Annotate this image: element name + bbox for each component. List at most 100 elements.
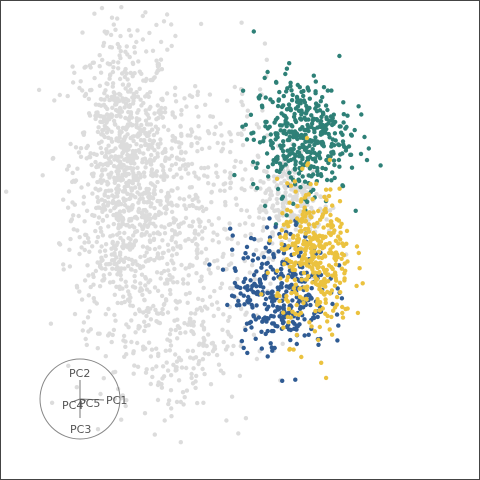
scatter-point — [155, 179, 160, 185]
scatter-point — [261, 254, 267, 260]
scatter-point — [251, 181, 256, 187]
scatter-point — [333, 275, 338, 281]
scatter-point — [302, 285, 307, 290]
scatter-point — [295, 203, 300, 209]
scatter-point — [129, 267, 134, 272]
scatter-point — [116, 91, 122, 97]
scatter-point — [72, 311, 78, 317]
scatter-point — [202, 225, 208, 231]
scatter-point — [162, 418, 167, 423]
scatter-point — [107, 44, 113, 50]
scatter-point — [226, 262, 232, 268]
scatter-point — [309, 260, 314, 265]
scatter-point — [165, 281, 170, 286]
scatter-point — [193, 379, 198, 384]
scatter-point — [196, 206, 202, 211]
scatter-point — [338, 230, 343, 235]
scatter-point — [143, 276, 149, 281]
scatter-point — [82, 130, 87, 135]
scatter-point — [107, 271, 112, 277]
scatter-point — [189, 371, 194, 377]
scatter-point — [117, 76, 123, 82]
scatter-point — [326, 154, 331, 159]
scatter-point — [175, 156, 180, 161]
scatter-point — [132, 285, 138, 290]
scatter-point — [328, 187, 333, 192]
scatter-point — [215, 174, 220, 179]
scatter-point — [79, 245, 84, 250]
scatter-point — [113, 122, 118, 127]
scatter-point — [200, 366, 205, 372]
scatter-point — [255, 256, 261, 261]
scatter-point — [132, 161, 137, 166]
scatter-point — [298, 262, 303, 267]
scatter-point — [78, 146, 84, 151]
scatter-point — [306, 173, 312, 178]
scatter-point — [166, 248, 171, 253]
scatter-point — [334, 217, 340, 222]
scatter-point — [131, 243, 136, 248]
scatter-point — [189, 129, 195, 134]
scatter-point — [103, 253, 109, 259]
scatter-point — [209, 302, 215, 307]
scatter-point — [320, 306, 325, 311]
scatter-point — [291, 286, 296, 291]
scatter-point — [331, 158, 337, 163]
scatter-point — [205, 129, 211, 134]
scatter-point — [170, 235, 175, 240]
scatter-point — [211, 230, 216, 235]
scatter-point — [144, 122, 150, 127]
scatter-point — [137, 192, 142, 197]
scatter-point — [167, 338, 173, 344]
scatter-point — [103, 242, 109, 247]
scatter-point — [155, 62, 160, 67]
scatter-point — [284, 289, 289, 294]
scatter-point — [307, 143, 312, 148]
scatter-point — [114, 242, 119, 248]
scatter-point — [52, 98, 57, 103]
scatter-point — [319, 114, 324, 120]
scatter-point — [106, 224, 111, 229]
scatter-point — [305, 184, 310, 189]
scatter-point — [77, 289, 82, 294]
scatter-point — [126, 83, 131, 88]
scatter-point — [160, 238, 165, 243]
scatter-point — [199, 323, 205, 328]
scatter-point — [96, 205, 101, 210]
scatter-point — [249, 177, 255, 182]
scatter-point — [251, 332, 257, 337]
scatter-point — [189, 375, 194, 381]
scatter-point — [112, 251, 117, 256]
scatter-point — [132, 279, 138, 284]
scatter-point — [274, 131, 280, 136]
scatter-point — [354, 244, 360, 249]
scatter-point — [275, 200, 280, 206]
scatter-point — [116, 125, 121, 130]
scatter-point — [260, 198, 266, 204]
scatter-point — [185, 348, 190, 353]
scatter-point — [301, 93, 306, 99]
scatter-point — [258, 237, 264, 242]
scatter-point — [195, 242, 200, 248]
scatter-point — [139, 272, 145, 277]
scatter-point — [50, 156, 55, 161]
scatter-point — [102, 248, 108, 253]
scatter-point — [338, 130, 344, 135]
scatter-point — [128, 111, 134, 117]
scatter-point — [284, 293, 289, 299]
scatter-point — [192, 170, 197, 175]
scatter-point — [336, 234, 341, 239]
scatter-point — [270, 162, 275, 167]
scatter-point — [99, 173, 104, 179]
scatter-point — [326, 263, 332, 268]
scatter-point — [275, 115, 280, 121]
scatter-point — [144, 287, 150, 292]
scatter-point — [175, 280, 180, 285]
scatter-point — [291, 347, 296, 352]
scatter-point — [172, 115, 178, 120]
scatter-point — [68, 236, 73, 242]
scatter-point — [185, 133, 190, 138]
scatter-point — [212, 346, 218, 351]
scatter-point — [154, 130, 160, 135]
